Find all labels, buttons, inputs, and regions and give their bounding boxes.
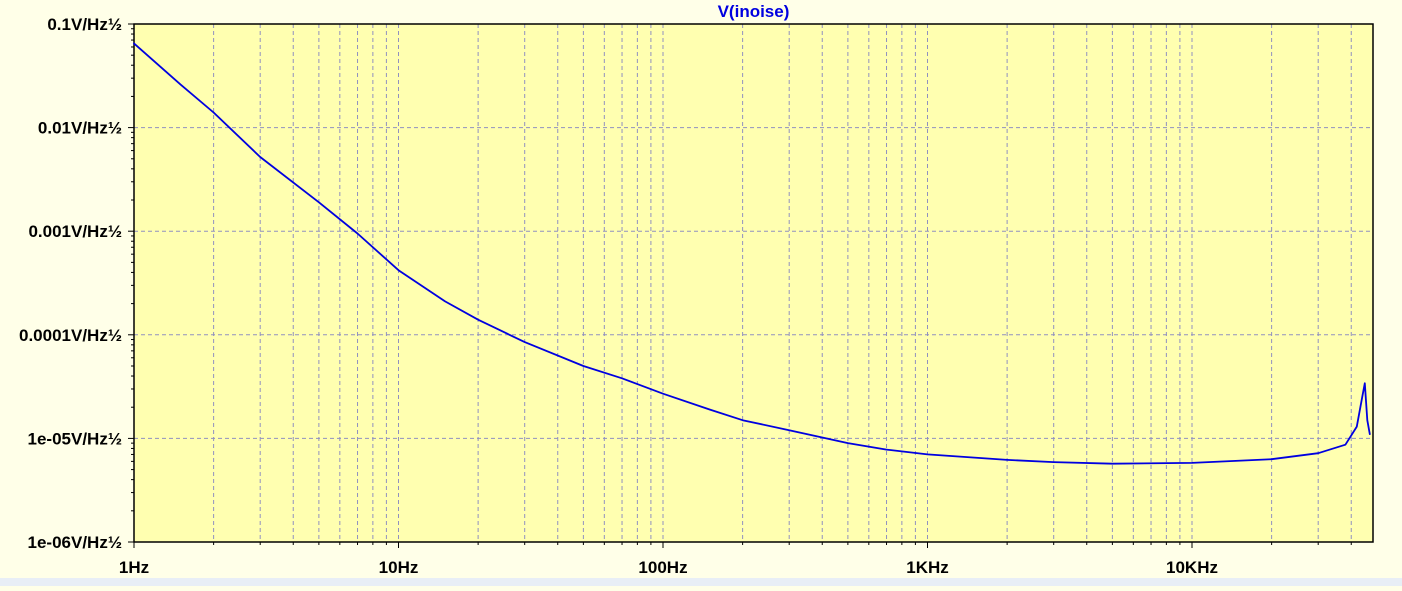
plot-area[interactable] [134,24,1373,542]
y-tick-label: 0.001V/Hz½ [28,222,122,241]
chart-title[interactable]: V(inoise) [718,2,790,21]
x-tick-label: 100Hz [638,558,687,577]
grid [134,24,1373,542]
y-tick-label: 0.0001V/Hz½ [19,326,122,345]
y-tick-label: 1e-05V/Hz½ [28,429,123,448]
series [133,42,1371,465]
y-tick-label: 0.01V/Hz½ [38,119,122,138]
y-tick-label: 1e-06V/Hz½ [28,533,123,552]
plot-border [133,23,1374,543]
x-tick-label: 1KHz [906,558,949,577]
window-bottom-strip [0,578,1402,586]
tick-labels: 1Hz 10Hz 100Hz 1KHz 10KHz 0.1V/Hz½ 0.01V/Hz½ 0.… [19,15,1218,577]
x-tick-label: 10KHz [1166,558,1218,577]
axes [128,23,1374,548]
x-tick-label: 10Hz [379,558,419,577]
x-tick-label: 1Hz [119,558,149,577]
series-line[interactable] [133,42,1371,465]
y-tick-label: 0.1V/Hz½ [47,15,122,34]
